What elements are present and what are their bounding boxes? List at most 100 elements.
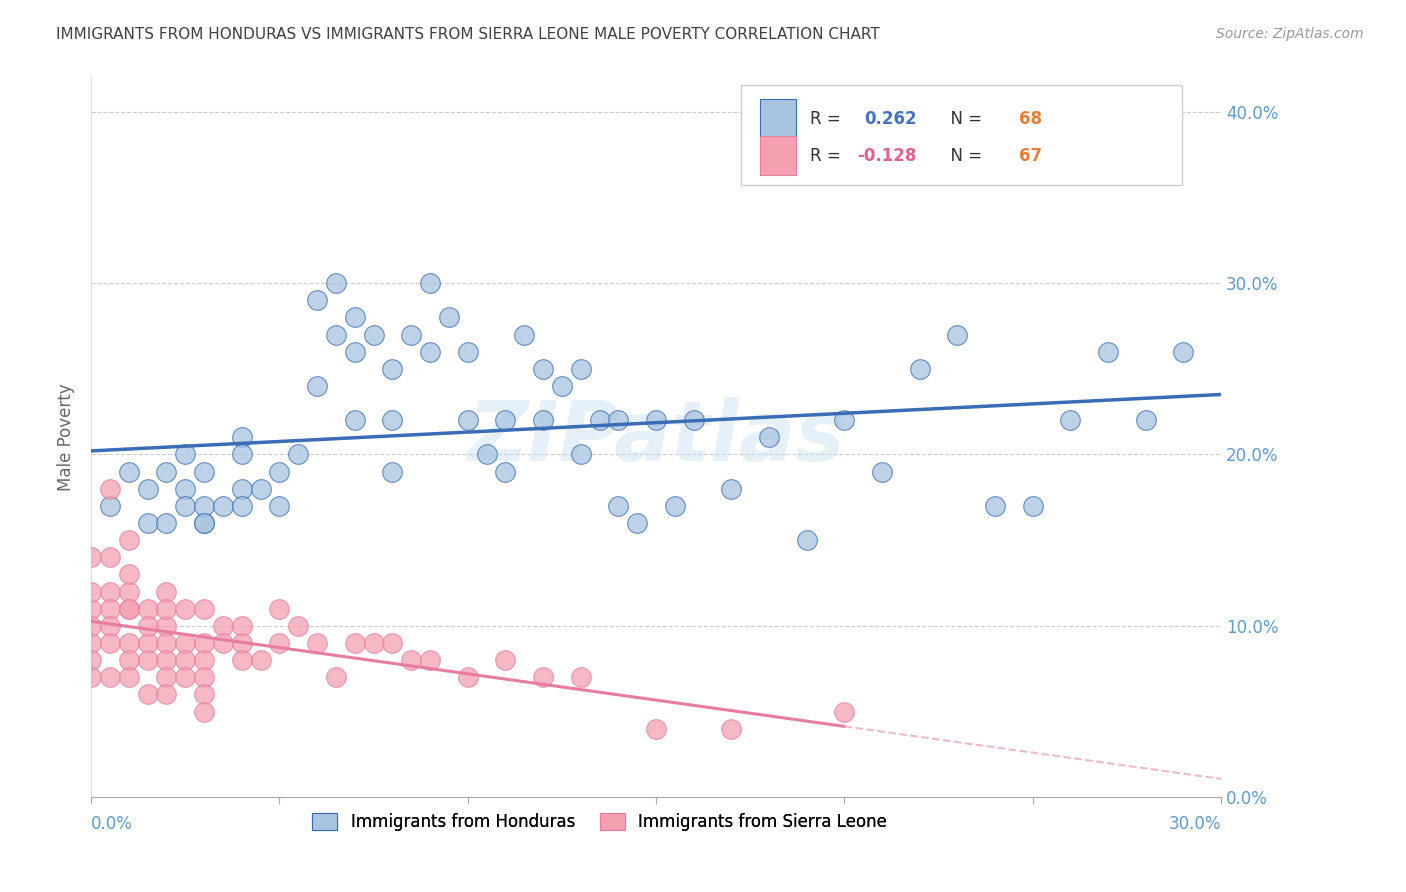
Point <box>343 344 366 359</box>
Point <box>174 636 197 650</box>
Point <box>495 413 517 427</box>
Point <box>401 327 423 342</box>
Point <box>569 670 592 684</box>
Point <box>363 636 385 650</box>
Point <box>307 636 329 650</box>
FancyBboxPatch shape <box>761 99 796 139</box>
Point <box>155 601 177 615</box>
Point <box>551 379 574 393</box>
Point <box>155 687 177 701</box>
Point <box>80 550 103 565</box>
Point <box>307 379 329 393</box>
Point <box>136 653 159 667</box>
Point <box>401 653 423 667</box>
Point <box>98 636 121 650</box>
Text: N =: N = <box>939 146 987 165</box>
Point <box>249 653 271 667</box>
Point <box>1059 413 1081 427</box>
Point <box>193 636 215 650</box>
Y-axis label: Male Poverty: Male Poverty <box>58 384 75 491</box>
Point <box>212 636 235 650</box>
Point <box>118 601 141 615</box>
Point <box>155 516 177 530</box>
Point <box>98 482 121 496</box>
Point <box>193 705 215 719</box>
Point <box>1022 499 1045 513</box>
Point <box>269 636 291 650</box>
Point <box>682 413 704 427</box>
Point <box>475 447 498 461</box>
Point <box>325 327 347 342</box>
Point <box>720 482 742 496</box>
Point <box>231 447 253 461</box>
Point <box>136 516 159 530</box>
Point <box>231 430 253 444</box>
Point <box>136 482 159 496</box>
Point <box>193 670 215 684</box>
Point <box>1135 413 1157 427</box>
Point <box>80 601 103 615</box>
Point <box>269 601 291 615</box>
Point <box>155 636 177 650</box>
Point <box>231 653 253 667</box>
Point <box>118 465 141 479</box>
Point <box>513 327 536 342</box>
FancyBboxPatch shape <box>761 136 796 176</box>
Point <box>174 447 197 461</box>
Point <box>118 533 141 548</box>
Point <box>381 465 404 479</box>
Point <box>155 619 177 633</box>
Text: IMMIGRANTS FROM HONDURAS VS IMMIGRANTS FROM SIERRA LEONE MALE POVERTY CORRELATIO: IMMIGRANTS FROM HONDURAS VS IMMIGRANTS F… <box>56 27 880 42</box>
Point <box>419 653 441 667</box>
Text: R =: R = <box>810 146 846 165</box>
Point <box>419 276 441 290</box>
Point <box>457 413 479 427</box>
Point <box>174 482 197 496</box>
Point <box>531 670 554 684</box>
Text: 0.0%: 0.0% <box>91 815 134 833</box>
Point <box>343 310 366 325</box>
Point <box>118 653 141 667</box>
Point <box>80 653 103 667</box>
Point <box>98 499 121 513</box>
Text: 68: 68 <box>1019 110 1042 128</box>
Point <box>193 653 215 667</box>
Point <box>381 413 404 427</box>
Point <box>307 293 329 308</box>
Point <box>174 670 197 684</box>
Text: 67: 67 <box>1019 146 1042 165</box>
Point <box>155 653 177 667</box>
Point <box>249 482 271 496</box>
Point <box>607 413 630 427</box>
Point <box>174 499 197 513</box>
Point <box>645 722 668 736</box>
Point <box>231 482 253 496</box>
Point <box>231 619 253 633</box>
Point <box>607 499 630 513</box>
Point <box>720 722 742 736</box>
Legend: Immigrants from Honduras, Immigrants from Sierra Leone: Immigrants from Honduras, Immigrants fro… <box>304 805 896 839</box>
Point <box>136 687 159 701</box>
Text: N =: N = <box>939 110 987 128</box>
Point <box>457 344 479 359</box>
Point <box>80 670 103 684</box>
Point <box>1173 344 1195 359</box>
Text: R =: R = <box>810 110 846 128</box>
Point <box>381 361 404 376</box>
Point <box>118 601 141 615</box>
Text: 30.0%: 30.0% <box>1168 815 1222 833</box>
Point <box>80 636 103 650</box>
Point <box>419 344 441 359</box>
Point <box>325 276 347 290</box>
Point <box>343 413 366 427</box>
Point <box>437 310 460 325</box>
Point <box>343 636 366 650</box>
Point <box>287 619 309 633</box>
Point <box>98 619 121 633</box>
Point <box>569 447 592 461</box>
Point <box>531 361 554 376</box>
Point <box>212 499 235 513</box>
Point <box>984 499 1007 513</box>
Point <box>193 516 215 530</box>
Point <box>155 584 177 599</box>
